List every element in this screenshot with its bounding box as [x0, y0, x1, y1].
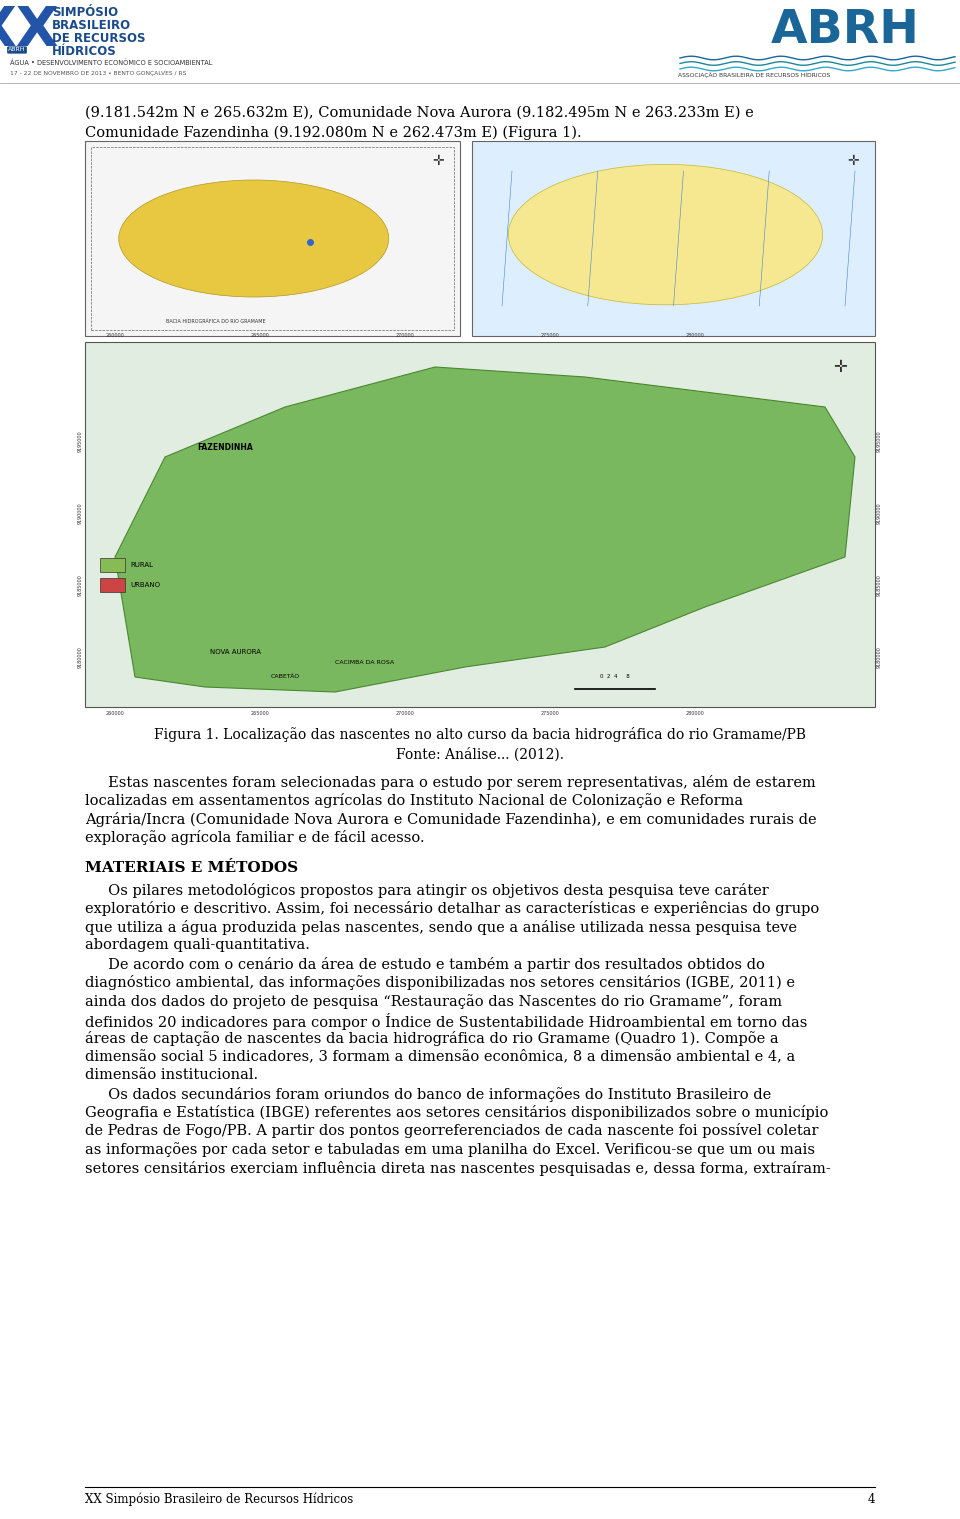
Text: ✛: ✛: [847, 153, 859, 169]
Text: HÍDRICOS: HÍDRICOS: [52, 46, 117, 58]
Ellipse shape: [119, 179, 389, 298]
Text: 275000: 275000: [540, 711, 560, 715]
Text: 265000: 265000: [251, 711, 270, 715]
Text: 9195000: 9195000: [877, 430, 882, 451]
Text: XX: XX: [0, 5, 60, 58]
Text: BRASILEIRO: BRASILEIRO: [52, 20, 132, 32]
Ellipse shape: [508, 164, 823, 305]
Bar: [91, 147, 454, 330]
Text: 17 - 22 DE NOVEMBRO DE 2013 • BENTO GONÇALVES / RS: 17 - 22 DE NOVEMBRO DE 2013 • BENTO GONÇ…: [10, 71, 186, 76]
Text: exploração agrícola familiar e de fácil acesso.: exploração agrícola familiar e de fácil …: [85, 831, 424, 846]
Bar: [100, 557, 125, 573]
Text: as informações por cada setor e tabuladas em uma planilha do Excel. Verificou-se: as informações por cada setor e tabulada…: [85, 1142, 815, 1157]
Bar: [100, 579, 125, 592]
Text: XX Simpósio Brasileiro de Recursos Hídricos: XX Simpósio Brasileiro de Recursos Hídri…: [85, 1493, 353, 1507]
Bar: [85, 141, 460, 336]
Text: áreas de captação de nascentes da bacia hidrográfica do rio Gramame (Quadro 1). : áreas de captação de nascentes da bacia …: [85, 1031, 779, 1047]
Text: ✛: ✛: [432, 153, 444, 169]
Text: localizadas em assentamentos agrícolas do Instituto Nacional de Colonização e Re: localizadas em assentamentos agrícolas d…: [85, 793, 743, 808]
Text: 9180000: 9180000: [78, 646, 83, 668]
Text: abordagem quali-quantitativa.: abordagem quali-quantitativa.: [85, 939, 310, 952]
Text: 275000: 275000: [540, 333, 560, 339]
Text: dimensão institucional.: dimensão institucional.: [85, 1068, 258, 1082]
Bar: [85, 342, 875, 706]
Text: de Pedras de Fogo/PB. A partir dos pontos georreferenciados de cada nascente foi: de Pedras de Fogo/PB. A partir dos ponto…: [85, 1124, 819, 1139]
Text: 9180000: 9180000: [877, 646, 882, 668]
Text: 9190000: 9190000: [877, 503, 882, 524]
Text: URBANO: URBANO: [130, 582, 160, 588]
Text: 265000: 265000: [251, 333, 270, 339]
Text: Geografia e Estatística (IBGE) referentes aos setores censitários disponibilizad: Geografia e Estatística (IBGE) referente…: [85, 1104, 828, 1120]
Text: 9185000: 9185000: [78, 574, 83, 595]
Text: 9190000: 9190000: [78, 503, 83, 524]
Text: exploratório e descritivo. Assim, foi necessário detalhar as características e e: exploratório e descritivo. Assim, foi ne…: [85, 901, 819, 916]
Text: setores censitários exerciam influência direta nas nascentes pesquisadas e, dess: setores censitários exerciam influência …: [85, 1161, 830, 1176]
Text: Estas nascentes foram selecionadas para o estudo por serem representativas, além: Estas nascentes foram selecionadas para …: [85, 775, 816, 790]
Text: (9.181.542m N e 265.632m E), Comunidade Nova Aurora (9.182.495m N e 263.233m E) : (9.181.542m N e 265.632m E), Comunidade …: [85, 106, 754, 120]
Text: 0  2  4     8: 0 2 4 8: [600, 674, 630, 679]
Text: De acordo com o cenário da área de estudo e também a partir dos resultados obtid: De acordo com o cenário da área de estud…: [85, 957, 765, 972]
Text: CABETÃO: CABETÃO: [271, 674, 300, 679]
Text: CACIMBA DA ROSA: CACIMBA DA ROSA: [335, 659, 395, 664]
Text: DE RECURSOS: DE RECURSOS: [52, 32, 146, 46]
Text: Os pilares metodológicos propostos para atingir os objetivos desta pesquisa teve: Os pilares metodológicos propostos para …: [85, 883, 769, 898]
Text: 9195000: 9195000: [78, 430, 83, 451]
Text: dimensão social 5 indicadores, 3 formam a dimensão econômica, 8 a dimensão ambie: dimensão social 5 indicadores, 3 formam …: [85, 1050, 795, 1063]
Text: RURAL: RURAL: [130, 562, 153, 568]
Text: Agrária/Incra (Comunidade Nova Aurora e Comunidade Fazendinha), e em comunidades: Agrária/Incra (Comunidade Nova Aurora e …: [85, 813, 817, 826]
Text: Figura 1. Localização das nascentes no alto curso da bacia hidrográfica do rio G: Figura 1. Localização das nascentes no a…: [154, 728, 806, 741]
Text: que utiliza a água produzida pelas nascentes, sendo que a análise utilizada ness: que utiliza a água produzida pelas nasce…: [85, 921, 797, 936]
Text: 280000: 280000: [685, 711, 705, 715]
Text: ÁGUA • DESENVOLVIMENTO ECONÔMICO E SOCIOAMBIENTAL: ÁGUA • DESENVOLVIMENTO ECONÔMICO E SOCIO…: [10, 59, 212, 67]
Text: 9185000: 9185000: [877, 574, 882, 595]
Text: 270000: 270000: [396, 333, 415, 339]
Text: 270000: 270000: [396, 711, 415, 715]
Text: BACIA HIDROGRÁFICA DO RIO GRAMAME: BACIA HIDROGRÁFICA DO RIO GRAMAME: [166, 319, 266, 324]
Text: ✛: ✛: [833, 358, 847, 377]
Text: Os dados secundários foram oriundos do banco de informações do Instituto Brasile: Os dados secundários foram oriundos do b…: [85, 1086, 771, 1101]
Text: 280000: 280000: [685, 333, 705, 339]
Text: NOVA AURORA: NOVA AURORA: [209, 649, 260, 655]
Text: ASSOCIAÇÃO BRASILEIRA DE RECURSOS HÍDRICOS: ASSOCIAÇÃO BRASILEIRA DE RECURSOS HÍDRIC…: [678, 71, 830, 77]
Text: FAZENDINHA: FAZENDINHA: [197, 442, 252, 451]
Text: ainda dos dados do projeto de pesquisa “Restauração das Nascentes do rio Gramame: ainda dos dados do projeto de pesquisa “…: [85, 993, 782, 1009]
Text: MATERIAIS E MÉTODOS: MATERIAIS E MÉTODOS: [85, 861, 299, 875]
Text: ABRH: ABRH: [771, 8, 920, 53]
Text: 4: 4: [868, 1493, 875, 1505]
Text: 260000: 260000: [106, 711, 125, 715]
Polygon shape: [115, 368, 855, 693]
Text: diagnóstico ambiental, das informações disponibilizadas nos setores censitários : diagnóstico ambiental, das informações d…: [85, 975, 795, 990]
Text: Comunidade Fazendinha (9.192.080m N e 262.473m E) (Figura 1).: Comunidade Fazendinha (9.192.080m N e 26…: [85, 126, 582, 140]
Bar: [472, 141, 875, 336]
Text: 260000: 260000: [106, 333, 125, 339]
Text: definidos 20 indicadores para compor o Índice de Sustentabilidade Hidroambiental: definidos 20 indicadores para compor o Í…: [85, 1013, 807, 1030]
Text: ABRH: ABRH: [9, 47, 26, 53]
Text: SIMPÓSIO: SIMPÓSIO: [52, 6, 118, 20]
Text: Fonte: Análise... (2012).: Fonte: Análise... (2012).: [396, 747, 564, 761]
